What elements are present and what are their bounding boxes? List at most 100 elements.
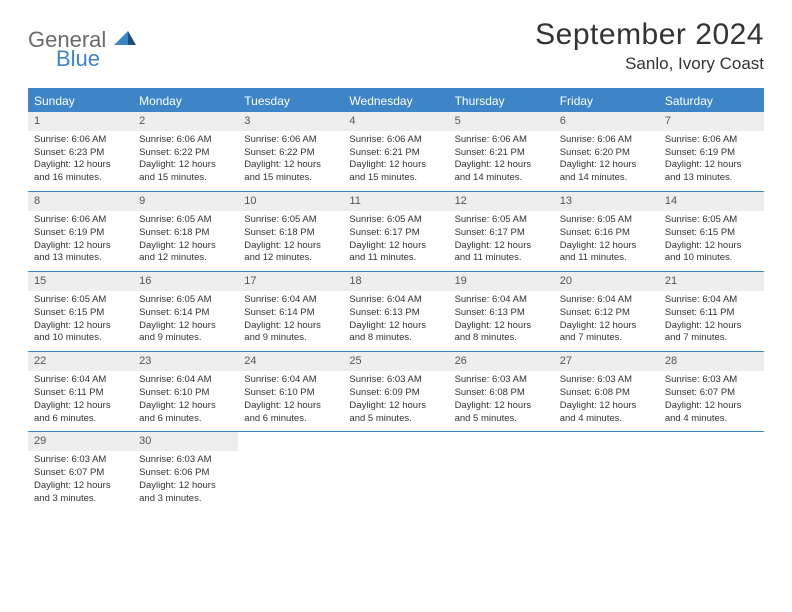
daylight-line: Daylight: 12 hours and 14 minutes. bbox=[455, 159, 548, 185]
day-cell: 18Sunrise: 6:04 AMSunset: 6:13 PMDayligh… bbox=[343, 272, 448, 351]
sunrise-line: Sunrise: 6:05 AM bbox=[139, 214, 232, 227]
day-cell: 6Sunrise: 6:06 AMSunset: 6:20 PMDaylight… bbox=[554, 112, 659, 191]
page-header: General Blue September 2024 Sanlo, Ivory… bbox=[28, 18, 764, 74]
day-body: Sunrise: 6:06 AMSunset: 6:21 PMDaylight:… bbox=[449, 131, 554, 191]
weekday-label: Sunday bbox=[28, 90, 133, 112]
day-cell: 22Sunrise: 6:04 AMSunset: 6:11 PMDayligh… bbox=[28, 352, 133, 431]
day-cell: 17Sunrise: 6:04 AMSunset: 6:14 PMDayligh… bbox=[238, 272, 343, 351]
sunset-line: Sunset: 6:15 PM bbox=[34, 307, 127, 320]
day-cell-empty bbox=[554, 432, 659, 511]
calendar-page: General Blue September 2024 Sanlo, Ivory… bbox=[0, 0, 792, 529]
sunset-line: Sunset: 6:12 PM bbox=[560, 307, 653, 320]
sunrise-line: Sunrise: 6:03 AM bbox=[455, 374, 548, 387]
sunset-line: Sunset: 6:11 PM bbox=[665, 307, 758, 320]
day-cell: 10Sunrise: 6:05 AMSunset: 6:18 PMDayligh… bbox=[238, 192, 343, 271]
day-body: Sunrise: 6:06 AMSunset: 6:23 PMDaylight:… bbox=[28, 131, 133, 191]
day-body: Sunrise: 6:05 AMSunset: 6:17 PMDaylight:… bbox=[449, 211, 554, 271]
day-number: 20 bbox=[554, 272, 659, 291]
sunset-line: Sunset: 6:21 PM bbox=[455, 147, 548, 160]
day-cell: 27Sunrise: 6:03 AMSunset: 6:08 PMDayligh… bbox=[554, 352, 659, 431]
sunset-line: Sunset: 6:20 PM bbox=[560, 147, 653, 160]
daylight-line: Daylight: 12 hours and 11 minutes. bbox=[349, 240, 442, 266]
daylight-line: Daylight: 12 hours and 3 minutes. bbox=[34, 480, 127, 506]
sunrise-line: Sunrise: 6:03 AM bbox=[560, 374, 653, 387]
sunset-line: Sunset: 6:17 PM bbox=[349, 227, 442, 240]
sunrise-line: Sunrise: 6:05 AM bbox=[244, 214, 337, 227]
day-cell: 19Sunrise: 6:04 AMSunset: 6:13 PMDayligh… bbox=[449, 272, 554, 351]
day-number: 6 bbox=[554, 112, 659, 131]
sunset-line: Sunset: 6:18 PM bbox=[244, 227, 337, 240]
day-body: Sunrise: 6:06 AMSunset: 6:22 PMDaylight:… bbox=[238, 131, 343, 191]
day-body: Sunrise: 6:05 AMSunset: 6:17 PMDaylight:… bbox=[343, 211, 448, 271]
day-cell: 15Sunrise: 6:05 AMSunset: 6:15 PMDayligh… bbox=[28, 272, 133, 351]
sunset-line: Sunset: 6:21 PM bbox=[349, 147, 442, 160]
sunrise-line: Sunrise: 6:06 AM bbox=[34, 134, 127, 147]
day-body: Sunrise: 6:05 AMSunset: 6:14 PMDaylight:… bbox=[133, 291, 238, 351]
daylight-line: Daylight: 12 hours and 9 minutes. bbox=[139, 320, 232, 346]
weekday-header-row: SundayMondayTuesdayWednesdayThursdayFrid… bbox=[28, 90, 764, 112]
sunset-line: Sunset: 6:10 PM bbox=[244, 387, 337, 400]
daylight-line: Daylight: 12 hours and 13 minutes. bbox=[665, 159, 758, 185]
day-cell: 25Sunrise: 6:03 AMSunset: 6:09 PMDayligh… bbox=[343, 352, 448, 431]
daylight-line: Daylight: 12 hours and 12 minutes. bbox=[244, 240, 337, 266]
sunset-line: Sunset: 6:09 PM bbox=[349, 387, 442, 400]
day-cell: 1Sunrise: 6:06 AMSunset: 6:23 PMDaylight… bbox=[28, 112, 133, 191]
weekday-label: Thursday bbox=[449, 90, 554, 112]
day-cell-empty bbox=[343, 432, 448, 511]
day-body: Sunrise: 6:05 AMSunset: 6:15 PMDaylight:… bbox=[28, 291, 133, 351]
sunrise-line: Sunrise: 6:05 AM bbox=[665, 214, 758, 227]
day-number: 24 bbox=[238, 352, 343, 371]
day-number: 27 bbox=[554, 352, 659, 371]
day-body: Sunrise: 6:06 AMSunset: 6:20 PMDaylight:… bbox=[554, 131, 659, 191]
day-body: Sunrise: 6:04 AMSunset: 6:11 PMDaylight:… bbox=[28, 371, 133, 431]
day-number: 19 bbox=[449, 272, 554, 291]
day-number: 8 bbox=[28, 192, 133, 211]
day-body: Sunrise: 6:04 AMSunset: 6:13 PMDaylight:… bbox=[449, 291, 554, 351]
week-row: 15Sunrise: 6:05 AMSunset: 6:15 PMDayligh… bbox=[28, 272, 764, 352]
sunset-line: Sunset: 6:08 PM bbox=[560, 387, 653, 400]
daylight-line: Daylight: 12 hours and 11 minutes. bbox=[455, 240, 548, 266]
sunrise-line: Sunrise: 6:06 AM bbox=[34, 214, 127, 227]
sunset-line: Sunset: 6:06 PM bbox=[139, 467, 232, 480]
daylight-line: Daylight: 12 hours and 4 minutes. bbox=[665, 400, 758, 426]
day-number: 5 bbox=[449, 112, 554, 131]
daylight-line: Daylight: 12 hours and 15 minutes. bbox=[244, 159, 337, 185]
sunrise-line: Sunrise: 6:06 AM bbox=[139, 134, 232, 147]
day-cell-empty bbox=[238, 432, 343, 511]
sunrise-line: Sunrise: 6:03 AM bbox=[349, 374, 442, 387]
sunset-line: Sunset: 6:18 PM bbox=[139, 227, 232, 240]
day-cell: 16Sunrise: 6:05 AMSunset: 6:14 PMDayligh… bbox=[133, 272, 238, 351]
day-body: Sunrise: 6:05 AMSunset: 6:18 PMDaylight:… bbox=[238, 211, 343, 271]
day-number: 16 bbox=[133, 272, 238, 291]
sunrise-line: Sunrise: 6:03 AM bbox=[34, 454, 127, 467]
daylight-line: Daylight: 12 hours and 15 minutes. bbox=[139, 159, 232, 185]
day-body: Sunrise: 6:03 AMSunset: 6:07 PMDaylight:… bbox=[28, 451, 133, 511]
weeks-container: 1Sunrise: 6:06 AMSunset: 6:23 PMDaylight… bbox=[28, 112, 764, 511]
day-body: Sunrise: 6:04 AMSunset: 6:11 PMDaylight:… bbox=[659, 291, 764, 351]
sunrise-line: Sunrise: 6:04 AM bbox=[34, 374, 127, 387]
day-number: 28 bbox=[659, 352, 764, 371]
day-cell: 4Sunrise: 6:06 AMSunset: 6:21 PMDaylight… bbox=[343, 112, 448, 191]
sunset-line: Sunset: 6:13 PM bbox=[349, 307, 442, 320]
day-cell: 29Sunrise: 6:03 AMSunset: 6:07 PMDayligh… bbox=[28, 432, 133, 511]
day-cell: 21Sunrise: 6:04 AMSunset: 6:11 PMDayligh… bbox=[659, 272, 764, 351]
location-label: Sanlo, Ivory Coast bbox=[535, 54, 764, 74]
sunrise-line: Sunrise: 6:05 AM bbox=[34, 294, 127, 307]
daylight-line: Daylight: 12 hours and 10 minutes. bbox=[665, 240, 758, 266]
sunset-line: Sunset: 6:19 PM bbox=[665, 147, 758, 160]
day-number: 7 bbox=[659, 112, 764, 131]
sunset-line: Sunset: 6:11 PM bbox=[34, 387, 127, 400]
sunrise-line: Sunrise: 6:05 AM bbox=[139, 294, 232, 307]
weekday-label: Tuesday bbox=[238, 90, 343, 112]
sunset-line: Sunset: 6:22 PM bbox=[244, 147, 337, 160]
day-cell: 7Sunrise: 6:06 AMSunset: 6:19 PMDaylight… bbox=[659, 112, 764, 191]
sunrise-line: Sunrise: 6:05 AM bbox=[349, 214, 442, 227]
day-body: Sunrise: 6:05 AMSunset: 6:15 PMDaylight:… bbox=[659, 211, 764, 271]
sunrise-line: Sunrise: 6:05 AM bbox=[455, 214, 548, 227]
day-body: Sunrise: 6:04 AMSunset: 6:10 PMDaylight:… bbox=[238, 371, 343, 431]
day-body: Sunrise: 6:06 AMSunset: 6:21 PMDaylight:… bbox=[343, 131, 448, 191]
weekday-label: Saturday bbox=[659, 90, 764, 112]
sunset-line: Sunset: 6:07 PM bbox=[34, 467, 127, 480]
daylight-line: Daylight: 12 hours and 6 minutes. bbox=[244, 400, 337, 426]
sunset-line: Sunset: 6:19 PM bbox=[34, 227, 127, 240]
